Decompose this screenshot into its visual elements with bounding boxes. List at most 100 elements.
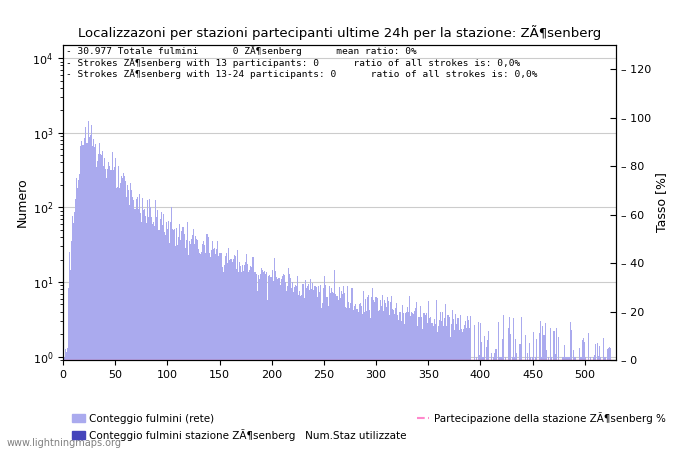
Partecipazione della stazione ZÃ¶senberg % [185,357,193,363]
Bar [77,189,78,450]
Bar [151,216,152,450]
Bar [174,229,175,450]
Bar [574,356,575,450]
Bar [189,242,190,450]
Bar [105,169,106,450]
Bar [302,284,304,450]
Bar [434,320,435,450]
Bar [276,277,277,450]
Bar [337,296,338,450]
Bar [273,281,274,450]
Bar [225,256,226,450]
Bar [183,234,185,450]
Bar [408,312,409,450]
Bar [503,315,504,450]
Bar [387,297,388,450]
Bar [308,284,309,450]
Bar [458,318,459,450]
Bar [148,217,149,450]
Bar [290,278,291,450]
Bar [608,348,609,450]
Bar [535,356,536,450]
Bar [230,260,232,450]
Bar [275,271,276,450]
Bar [541,356,542,450]
Bar [118,166,119,450]
Bar [581,356,582,450]
Bar [107,169,108,450]
Bar [529,342,530,450]
Bar [375,297,377,450]
Bar [285,282,286,450]
Bar [162,214,164,450]
Bar [291,288,292,450]
Bar [385,303,386,450]
Bar [351,288,353,450]
Bar [132,197,134,450]
Bar [388,301,389,450]
Bar [144,209,145,450]
Title: Localizzazoni per stazioni partecipanti ultime 24h per la stazione: ZÃ¶senberg: Localizzazoni per stazioni partecipanti … [78,25,601,40]
Bar [488,331,489,450]
Bar [481,342,482,450]
Bar [226,253,228,450]
Bar [533,332,534,450]
Bar [377,311,379,450]
Bar [502,339,503,450]
Bar [98,154,99,450]
Bar [363,291,364,450]
Bar [358,312,359,450]
Bar [123,173,124,450]
Bar [202,244,203,450]
Bar [269,275,270,450]
Bar [414,311,415,450]
Bar [603,338,604,450]
Bar [484,336,485,450]
Bar [168,221,169,450]
Bar [455,315,456,450]
Bar [540,321,541,450]
Bar [316,287,317,450]
Bar [194,244,195,450]
Bar [295,285,296,450]
Bar [482,356,483,450]
Bar [79,174,81,450]
Bar [248,272,249,450]
Bar [124,176,125,450]
Bar [138,209,139,450]
Bar [296,286,297,450]
Bar [494,353,496,450]
Bar [309,290,310,450]
Bar [542,326,543,450]
Bar [113,167,115,450]
Bar [575,356,576,450]
Bar [256,291,258,450]
Bar [158,230,160,450]
Bar [573,350,574,450]
Bar [156,217,158,450]
Bar [238,271,239,450]
Bar [474,325,475,450]
Bar [444,318,445,450]
Bar [283,274,284,450]
Bar [300,296,302,450]
Bar [78,180,79,450]
Bar [457,318,458,450]
Bar [393,310,394,450]
Y-axis label: Tasso [%]: Tasso [%] [655,172,668,233]
Bar [216,249,217,450]
Bar [97,161,98,450]
Bar [272,270,273,450]
Bar [390,302,391,450]
Bar [594,344,596,450]
Bar [96,167,97,450]
Bar [456,324,457,450]
Bar [447,315,449,450]
Bar [604,356,605,450]
Bar [108,162,109,450]
Bar [356,310,357,450]
Bar [200,254,202,450]
Bar [145,216,146,450]
Bar [413,315,414,450]
Bar [187,222,188,450]
